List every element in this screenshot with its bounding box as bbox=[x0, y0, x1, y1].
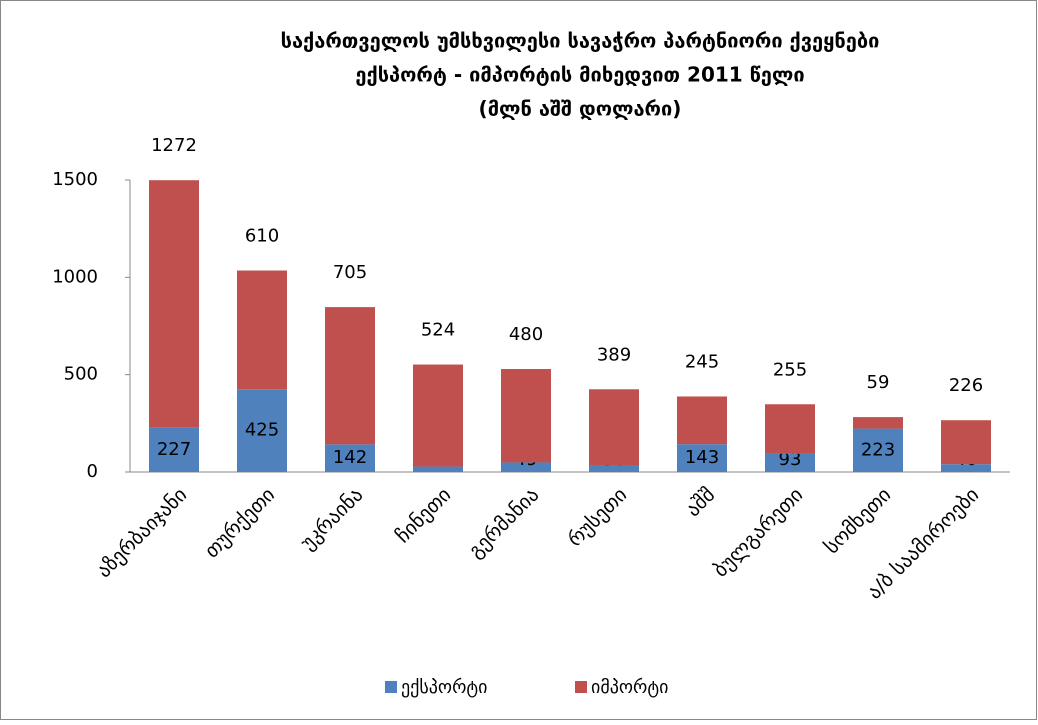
bar-segment bbox=[941, 464, 991, 472]
y-tick-label: 0 bbox=[87, 461, 98, 482]
bar-segment bbox=[677, 444, 727, 472]
data-label: 93 bbox=[779, 449, 802, 470]
bar-segment bbox=[765, 404, 815, 454]
legend-swatch bbox=[385, 681, 397, 693]
y-tick-label: 1000 bbox=[52, 266, 98, 287]
bar-segment bbox=[589, 389, 639, 465]
bar-segment bbox=[413, 364, 463, 467]
y-tick-label: 500 bbox=[64, 364, 98, 385]
chart-title: (მლნ აშშ დოლარი) bbox=[479, 97, 682, 121]
data-label: 59 bbox=[867, 372, 890, 393]
bar-segment bbox=[237, 270, 287, 390]
legend-label: ექსპორტი bbox=[401, 677, 487, 698]
bar-segment bbox=[765, 453, 815, 472]
bar-segment bbox=[413, 466, 463, 472]
data-label: 389 bbox=[597, 344, 631, 365]
data-label: 227 bbox=[157, 439, 191, 460]
legend-swatch bbox=[575, 681, 587, 693]
bar-segment bbox=[149, 427, 199, 472]
data-label: 425 bbox=[245, 420, 279, 441]
data-label: 705 bbox=[333, 262, 367, 283]
bar-segment bbox=[677, 396, 727, 445]
data-label: 1272 bbox=[151, 135, 197, 156]
data-label: 245 bbox=[685, 351, 719, 372]
data-label: 480 bbox=[509, 324, 543, 345]
bar-segment bbox=[853, 417, 903, 429]
data-label: 255 bbox=[773, 359, 807, 380]
chart-title: საქართველოს უმსხვილესი სავაჭრო პარტნიორი… bbox=[281, 29, 880, 53]
legend-label: იმპორტი bbox=[591, 677, 668, 698]
bar-segment bbox=[325, 444, 375, 472]
data-label: 142 bbox=[333, 447, 367, 468]
data-label: 143 bbox=[685, 447, 719, 468]
data-label: 610 bbox=[245, 226, 279, 247]
chart-title: ექსპორტ - იმპორტის მიხედვით 2011 წელი bbox=[355, 63, 804, 87]
bar-segment bbox=[941, 420, 991, 465]
bar-segment bbox=[149, 180, 199, 428]
bar-segment bbox=[501, 369, 551, 463]
bar-segment bbox=[501, 462, 551, 472]
bar-segment bbox=[237, 389, 287, 472]
bar-segment bbox=[589, 464, 639, 472]
data-label: 226 bbox=[949, 375, 983, 396]
y-tick-label: 1500 bbox=[52, 169, 98, 190]
data-label: 524 bbox=[421, 320, 455, 341]
data-label: 223 bbox=[861, 439, 895, 460]
bar-segment bbox=[853, 428, 903, 472]
bar-segment bbox=[325, 307, 375, 445]
